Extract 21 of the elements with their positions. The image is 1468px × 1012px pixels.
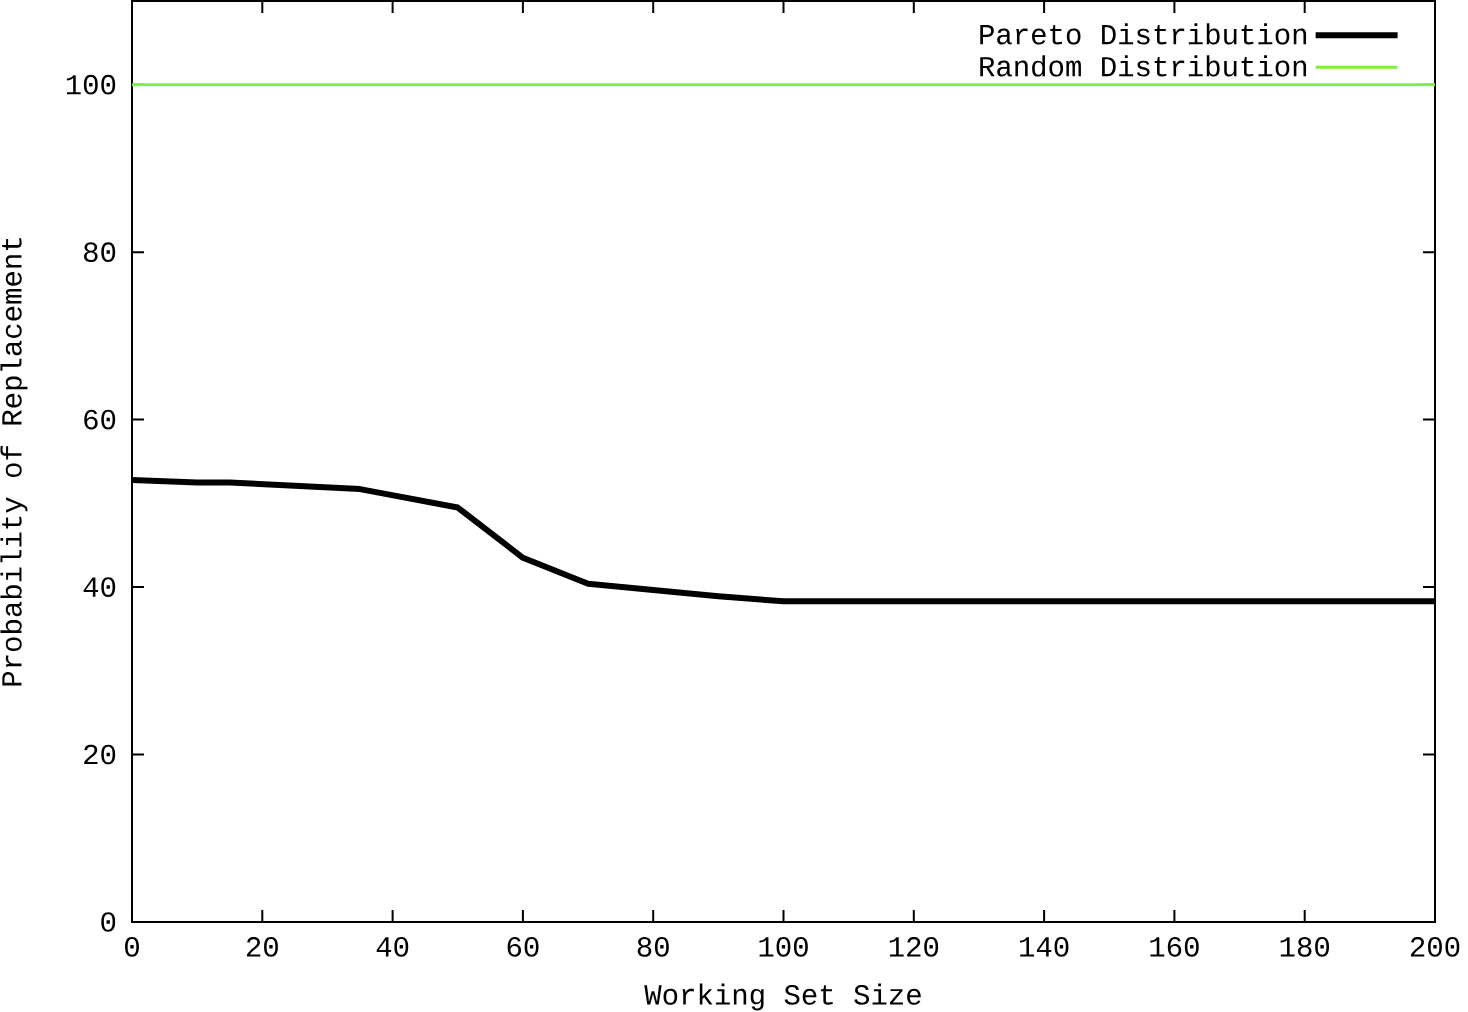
x-tick-label: 120 bbox=[889, 937, 939, 957]
y-axis-title: Probability of Replacement bbox=[0, 238, 28, 686]
x-tick-label: 200 bbox=[1410, 937, 1460, 957]
x-tick-label: 140 bbox=[1020, 937, 1069, 957]
y-tick-label: 100 bbox=[66, 74, 116, 95]
y-tick-label: 40 bbox=[83, 577, 116, 597]
x-tick-label: 60 bbox=[507, 937, 539, 957]
x-tick-label: 180 bbox=[1280, 937, 1330, 957]
y-tick-label: 0 bbox=[101, 912, 116, 932]
x-tick-label: 20 bbox=[246, 937, 278, 957]
y-tick-label: 20 bbox=[84, 744, 116, 765]
y-tick-label: 60 bbox=[84, 409, 116, 430]
x-tick-label: 100 bbox=[759, 937, 808, 957]
x-tick-label: 80 bbox=[637, 937, 669, 957]
legend-label: Pareto Distribution bbox=[980, 23, 1307, 45]
x-tick-label: 40 bbox=[376, 937, 409, 957]
x-tick-label: 160 bbox=[1150, 937, 1199, 957]
x-axis-title: Working Set Size bbox=[644, 983, 921, 1011]
x-tick-label: 0 bbox=[125, 937, 139, 957]
legend-label: Random Distribution bbox=[980, 55, 1307, 77]
y-tick-label: 80 bbox=[84, 242, 116, 263]
